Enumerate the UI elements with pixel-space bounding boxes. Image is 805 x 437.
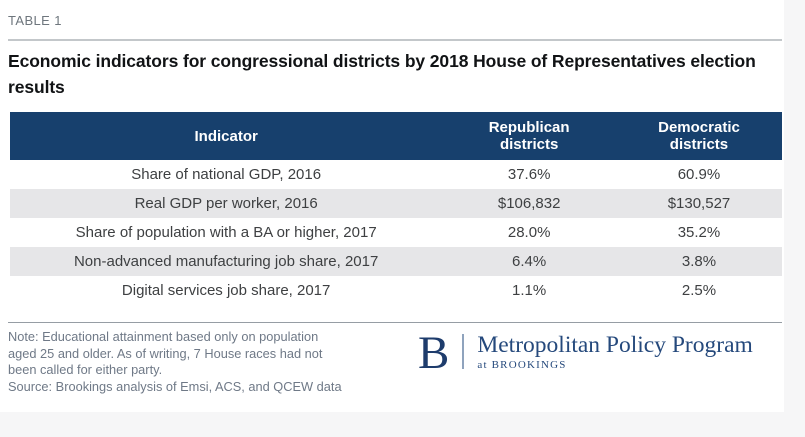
logo-program-name: Metropolitan Policy Program <box>477 332 753 358</box>
table-row: Real GDP per worker, 2016 $106,832 $130,… <box>10 189 782 218</box>
column-header-democratic-line1: Democratic <box>658 119 740 136</box>
brookings-metro-logo: B Metropolitan Policy Program at BROOKIN… <box>418 327 753 395</box>
figure-title: Economic indicators for congressional di… <box>8 51 756 97</box>
republican-value-cell: 37.6% <box>507 166 551 183</box>
column-header-indicator-line1: Indicator <box>194 127 258 145</box>
republican-value-cell: 6.4% <box>512 253 547 270</box>
column-header-republican: Republican districts <box>442 119 616 153</box>
republican-value-cell: 28.0% <box>507 224 551 241</box>
brookings-b-monogram-icon: B <box>418 327 450 379</box>
logo-text-block: Metropolitan Policy Program at BROOKINGS <box>477 331 752 371</box>
democratic-value-cell: 60.9% <box>677 166 721 183</box>
indicator-cell: Non-advanced manufacturing job share, 20… <box>73 253 379 270</box>
note-line: been called for either party. <box>8 362 163 377</box>
logo-divider <box>462 334 465 369</box>
column-header-indicator: Indicator <box>10 128 442 145</box>
figure-footer: Note: Educational attainment based only … <box>8 329 782 395</box>
note-line: Note: Educational attainment based only … <box>8 329 319 344</box>
report-figure-card: TABLE 1 Economic indicators for congress… <box>8 13 782 395</box>
republican-value-cell: 1.1% <box>512 282 547 299</box>
header-divider <box>8 39 782 41</box>
note-line: aged 25 and older. As of writing, 7 Hous… <box>8 345 323 361</box>
table-row: Non-advanced manufacturing job share, 20… <box>10 247 782 276</box>
democratic-value-cell: 3.8% <box>681 253 717 270</box>
indicator-cell: Share of national GDP, 2016 <box>131 166 322 183</box>
logo-tagline: at BROOKINGS <box>477 359 567 371</box>
republican-value-cell: $106,832 <box>497 195 561 212</box>
table-row: Digital services job share, 2017 1.1% 2.… <box>10 276 782 305</box>
column-header-democratic-line2: districts <box>669 136 729 153</box>
note-and-source-text: Note: Educational attainment based only … <box>8 329 408 395</box>
column-header-republican-line2: districts <box>499 136 559 153</box>
table-header-row: Indicator Republican districts Democrati… <box>10 112 782 160</box>
table-body: Share of national GDP, 2016 37.6% 60.9% … <box>10 160 782 305</box>
column-header-republican-line1: Republican <box>488 119 570 136</box>
table-number-label: TABLE 1 <box>8 13 62 28</box>
indicator-cell: Digital services job share, 2017 <box>121 282 331 299</box>
table-row: Share of population with a BA or higher,… <box>10 218 782 247</box>
footer-divider <box>8 322 782 323</box>
economic-indicators-table: Indicator Republican districts Democrati… <box>10 112 782 305</box>
column-header-democratic: Democratic districts <box>616 119 782 153</box>
democratic-value-cell: $130,527 <box>667 195 731 212</box>
democratic-value-cell: 35.2% <box>677 224 721 241</box>
indicator-cell: Real GDP per worker, 2016 <box>134 195 318 212</box>
democratic-value-cell: 2.5% <box>681 282 717 299</box>
note-line: Source: Brookings analysis of Emsi, ACS,… <box>8 378 342 394</box>
table-row: Share of national GDP, 2016 37.6% 60.9% <box>10 160 782 189</box>
indicator-cell: Share of population with a BA or higher,… <box>75 224 377 241</box>
